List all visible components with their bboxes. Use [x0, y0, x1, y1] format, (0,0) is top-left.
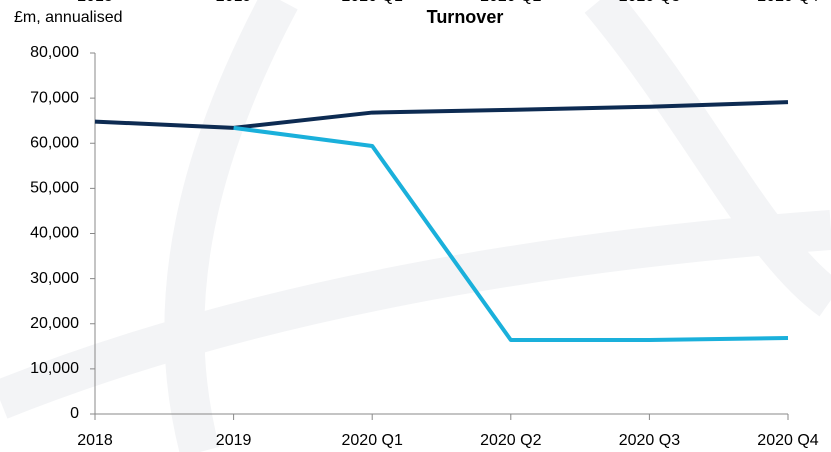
line-series [94, 100, 789, 130]
y-tick-label: 60,000 [30, 134, 79, 151]
swoosh [0, 210, 831, 419]
x-tick-label: 2018 [77, 432, 113, 449]
y-tick-label: 40,000 [30, 225, 79, 242]
x-tick-label-clipped: 2020 Q3 [619, 0, 680, 5]
x-tick-label: 2020 Q1 [342, 432, 403, 449]
y-tick-label: 30,000 [30, 270, 79, 287]
swoosh [164, 0, 298, 452]
y-tick-label: 10,000 [30, 360, 79, 377]
x-tick-label: 2020 Q4 [757, 432, 818, 449]
swoosh [584, 0, 831, 317]
y-tick-label: 0 [70, 405, 79, 422]
x-tick-label: 2020 Q3 [619, 432, 680, 449]
y-axis-label: £m, annualised [14, 9, 123, 26]
x-tick-label-clipped: 2020 Q2 [480, 0, 541, 5]
y-tick-label: 80,000 [30, 44, 79, 61]
x-tick-label-clipped: 2020 Q1 [342, 0, 403, 5]
chart-title: Turnover [427, 7, 504, 27]
y-tick-label: 20,000 [30, 315, 79, 332]
x-tick-label-clipped: 2020 Q4 [757, 0, 818, 5]
x-tick-label: 2020 Q2 [480, 432, 541, 449]
x-tick-label-clipped: 2018 [77, 0, 113, 5]
x-tick-label-clipped: 2019 [216, 0, 252, 5]
y-tick-label: 70,000 [30, 89, 79, 106]
line-series [233, 125, 789, 342]
y-tick-label: 50,000 [30, 180, 79, 197]
x-tick-label: 2019 [216, 432, 252, 449]
